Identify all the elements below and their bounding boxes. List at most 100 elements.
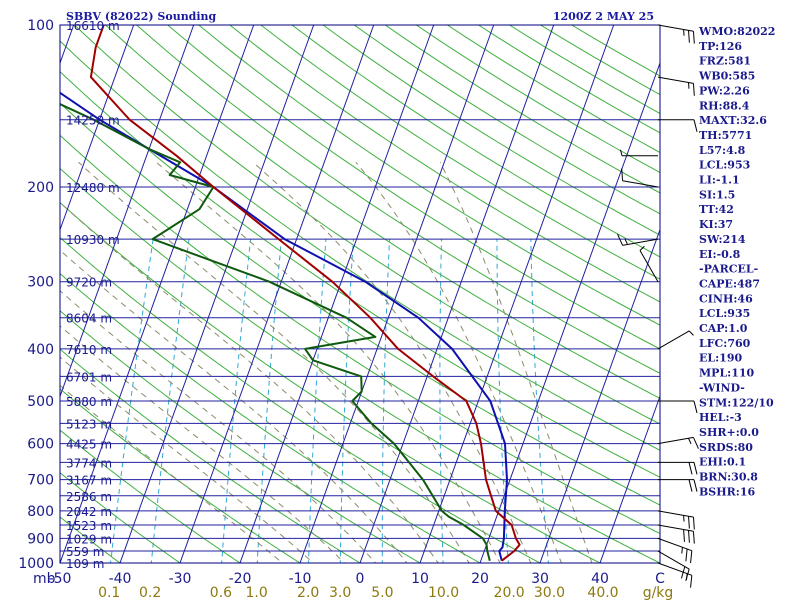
index-entry: HEL:-3	[699, 411, 742, 424]
dry-adiabat-line	[291, 25, 660, 258]
height-label: 3774 m	[66, 456, 112, 470]
wind-barb	[657, 510, 695, 530]
index-entry: SRDS:80	[699, 441, 753, 454]
index-entry: LCL:935	[699, 307, 750, 320]
height-label: 12480 m	[66, 181, 120, 195]
index-entry: BRN:30.8	[699, 471, 758, 484]
height-label: 9720 m	[66, 276, 112, 290]
pressure-tick-label: 300	[27, 275, 54, 291]
index-entry: EI:-0.8	[699, 248, 741, 261]
wind-barb-staff	[657, 562, 692, 576]
index-entry: L57:4.8	[699, 144, 746, 157]
dry-adiabat-line	[60, 472, 181, 563]
dry-adiabat-line	[60, 40, 660, 451]
wind-barb-staff	[622, 238, 659, 246]
index-entry: EL:190	[699, 352, 742, 365]
moist-adiabat-line	[252, 161, 532, 563]
wind-barb-feather	[693, 479, 698, 492]
wind-barb-staff	[657, 550, 690, 570]
moist-adiabat-line	[60, 201, 439, 563]
height-label: 6701 m	[66, 370, 112, 384]
wind-barb	[658, 461, 698, 475]
grid-layer	[60, 25, 660, 563]
wind-barb-half-feather	[688, 330, 694, 336]
isotherm-line	[299, 25, 495, 563]
isotherm-line	[60, 25, 255, 563]
dry-adiabat-line	[105, 25, 660, 399]
mixing-ratio-tick-label: 0.2	[139, 585, 161, 600]
wind-barb	[657, 436, 699, 449]
temperature-tick-label: C	[655, 571, 665, 587]
dry-adiabat-line	[198, 25, 660, 326]
moist-adiabat-line	[355, 161, 563, 563]
pressure-tick-label: 800	[27, 504, 54, 520]
wind-barb	[639, 245, 659, 282]
mixing-ratio-tick-label: 1.0	[245, 585, 267, 600]
index-entry: EHI:0.1	[699, 456, 746, 469]
index-entry: STM:122/10	[699, 396, 774, 409]
dry-adiabat-line	[60, 167, 660, 563]
height-label: 14250 m	[66, 114, 120, 128]
temperature-tick-label: -20	[229, 571, 252, 587]
height-label: 5123 m	[66, 417, 112, 431]
wind-barb-half-feather	[620, 149, 623, 156]
height-label: 1029 m	[66, 532, 112, 546]
index-entry: SW:214	[699, 233, 746, 246]
moist-adiabat-line	[155, 161, 501, 563]
height-label: 8604 m	[66, 312, 112, 326]
wind-barb-staff	[657, 537, 692, 552]
wind-barb-half-feather	[624, 238, 628, 245]
index-entry: FRZ:581	[699, 55, 751, 68]
wind-barb-half-feather	[688, 438, 692, 445]
index-entry: MAXT:32.6	[699, 114, 767, 127]
isotherm-line	[479, 61, 660, 563]
dry-adiabat-line	[60, 272, 482, 563]
index-entry: LI:-1.1	[699, 174, 740, 187]
index-entry: PW:2.26	[699, 84, 750, 97]
wind-barb-feather	[693, 400, 698, 414]
wind-barb-staff	[657, 76, 694, 84]
wind-barb	[657, 24, 695, 44]
wind-barb	[621, 168, 659, 188]
pressure-axis-unit: mb	[33, 571, 56, 587]
moist-adiabat-line	[60, 384, 284, 563]
dewpoint-trace-line	[60, 103, 491, 561]
wind-barb-half-feather	[685, 573, 688, 580]
index-entry: -WIND-	[699, 381, 745, 394]
index-entry: WB0:585	[698, 70, 755, 83]
index-entry: SHR+:0.0	[699, 426, 759, 439]
mixing-ratio-tick-label: 2.0	[297, 585, 319, 600]
height-label: 7610 m	[66, 343, 112, 357]
parcel-trace-line	[60, 91, 508, 561]
index-entry: LFC:760	[699, 337, 751, 350]
temperature-tick-label: -40	[109, 571, 132, 587]
wind-barb-feather	[621, 168, 624, 181]
dry-adiabat-line	[60, 429, 241, 563]
chart-title: SBBV (82022) Sounding	[66, 10, 217, 23]
pressure-tick-label: 200	[27, 180, 54, 196]
wind-barb	[657, 76, 695, 96]
wind-barb-feather	[688, 462, 693, 475]
height-label: 559 m	[66, 545, 104, 559]
index-entry: CAP:1.0	[699, 322, 748, 335]
wind-barb-half-feather	[639, 245, 645, 251]
index-entry: LCL:953	[699, 159, 750, 172]
index-entry: CAPE:487	[699, 277, 760, 290]
isotherm-line	[60, 25, 195, 398]
pressure-tick-label: 500	[27, 394, 54, 410]
mixing-ratio-tick-label: 3.0	[329, 585, 351, 600]
mixing-ratio-tick-label: 20.0	[494, 585, 525, 600]
index-entry: TT:42	[699, 203, 734, 216]
temperature-tick-label: -50	[49, 571, 72, 587]
pressure-tick-label: 600	[27, 437, 54, 453]
temperature-trace-line	[89, 25, 521, 562]
temperature-tick-label: 10	[411, 571, 429, 587]
dry-adiabat-line	[60, 388, 301, 563]
height-label: 3167 m	[66, 474, 112, 488]
wind-barb-half-feather	[681, 547, 683, 554]
isotherm-line	[119, 25, 315, 563]
height-label: 2042 m	[66, 505, 112, 519]
